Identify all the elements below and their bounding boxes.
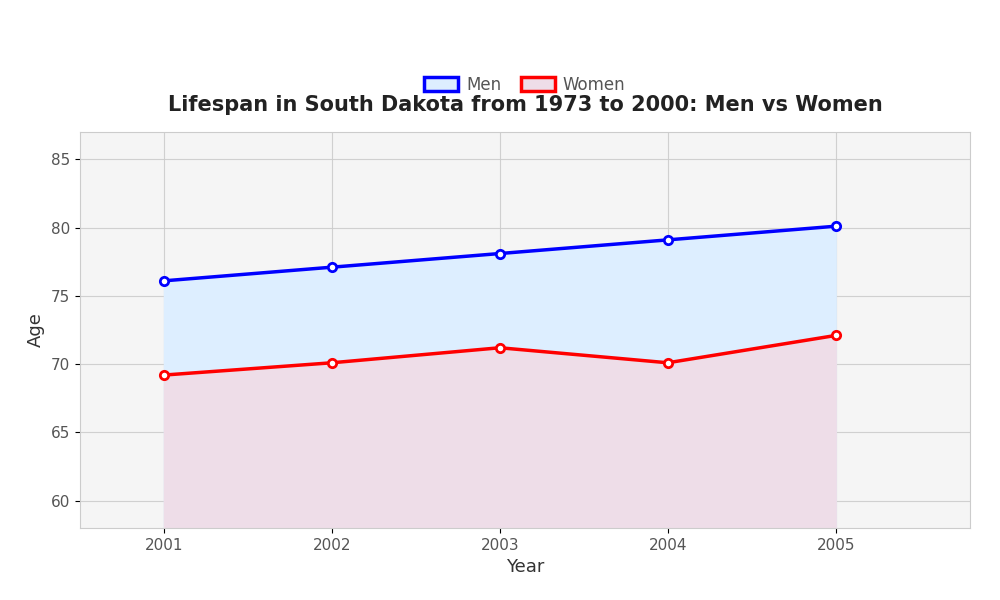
X-axis label: Year: Year (506, 558, 544, 576)
Y-axis label: Age: Age (27, 313, 45, 347)
Legend: Men, Women: Men, Women (418, 69, 632, 100)
Title: Lifespan in South Dakota from 1973 to 2000: Men vs Women: Lifespan in South Dakota from 1973 to 20… (168, 95, 882, 115)
